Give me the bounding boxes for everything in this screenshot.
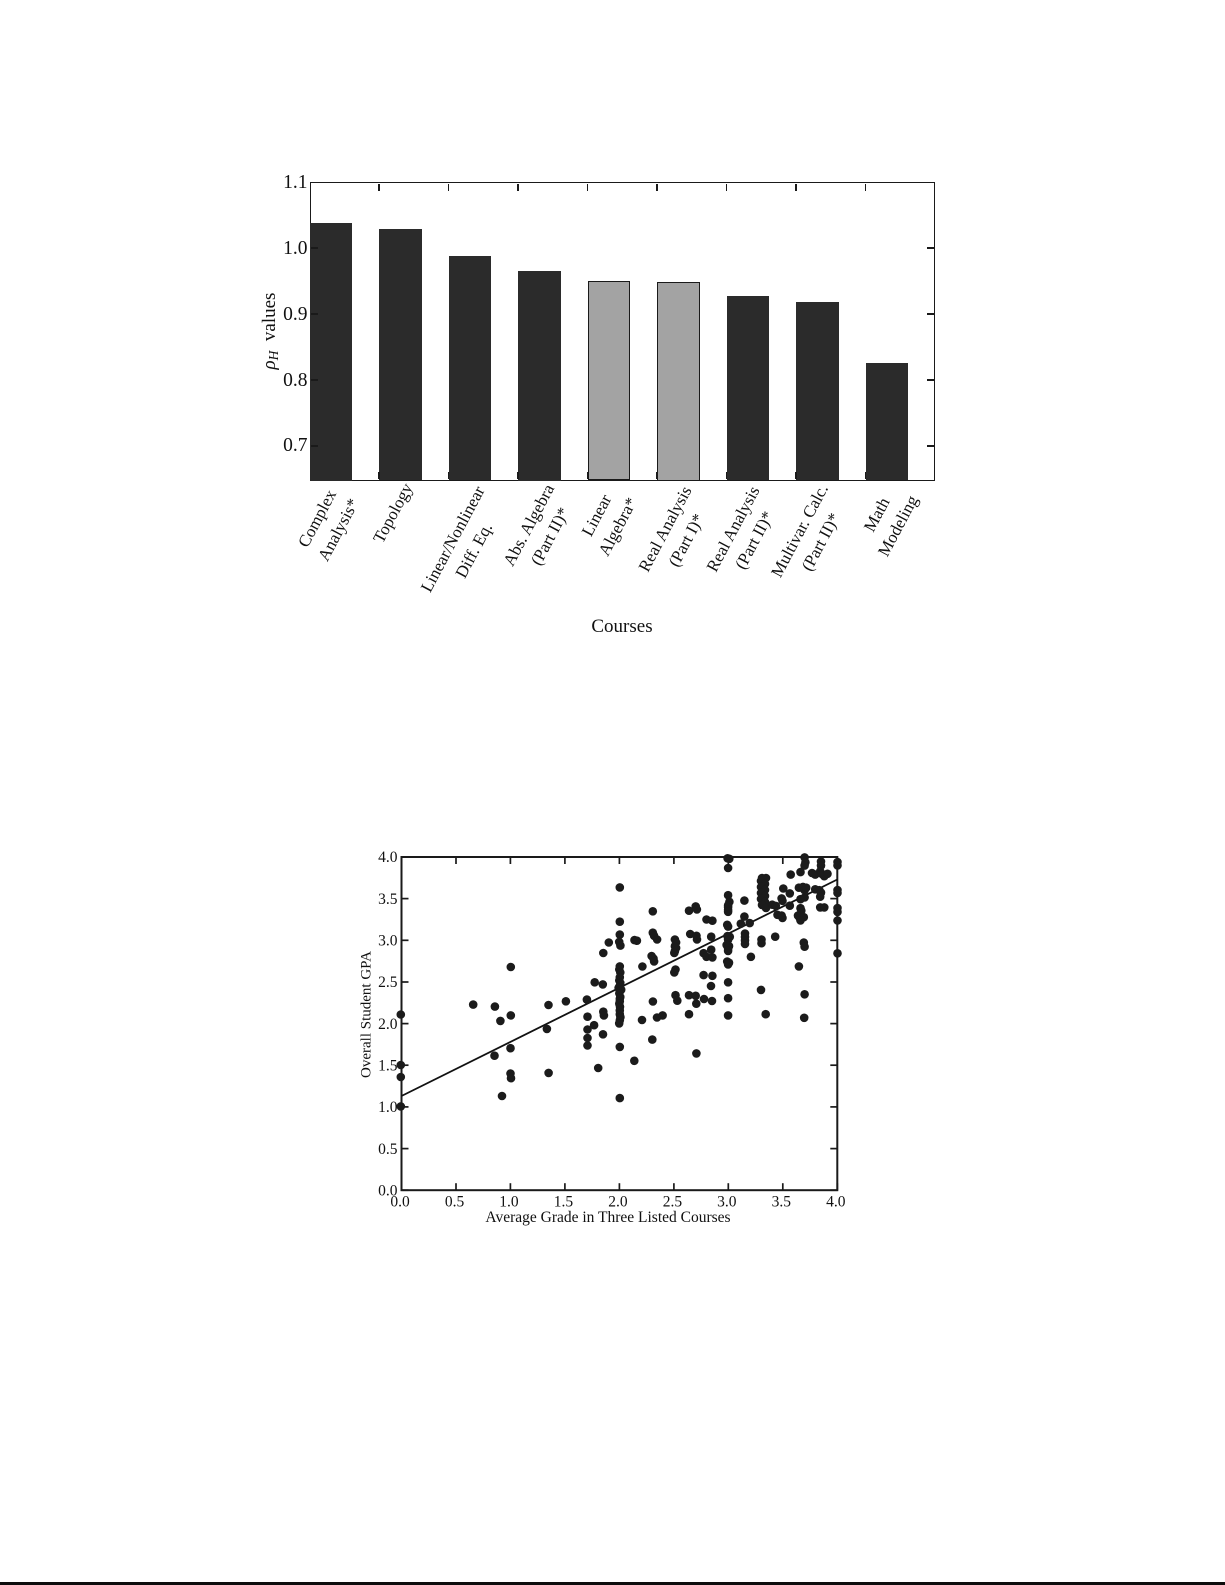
svg-text:Average Grade in Three Listed: Average Grade in Three Listed Courses (485, 1209, 730, 1226)
svg-text:0.5: 0.5 (378, 1141, 398, 1158)
svg-text:0.5: 0.5 (445, 1194, 465, 1211)
svg-text:1.0: 1.0 (378, 1099, 398, 1116)
svg-text:Overall Student GPA: Overall Student GPA (358, 951, 374, 1078)
svg-text:1.0: 1.0 (499, 1194, 519, 1211)
svg-text:1.5: 1.5 (554, 1194, 574, 1211)
svg-text:0.0: 0.0 (378, 1182, 398, 1199)
svg-text:1.5: 1.5 (378, 1058, 398, 1075)
svg-text:4.0: 4.0 (826, 1194, 846, 1211)
svg-text:0.0: 0.0 (390, 1194, 410, 1211)
svg-text:4.0: 4.0 (378, 849, 398, 866)
svg-text:2.5: 2.5 (378, 974, 398, 991)
svg-text:3.0: 3.0 (378, 933, 398, 950)
svg-text:3.5: 3.5 (772, 1194, 792, 1211)
svg-text:2.0: 2.0 (378, 1016, 398, 1033)
svg-text:2.5: 2.5 (663, 1194, 683, 1211)
svg-text:2.0: 2.0 (608, 1194, 628, 1211)
svg-text:3.5: 3.5 (378, 891, 398, 908)
svg-text:3.0: 3.0 (717, 1194, 737, 1211)
